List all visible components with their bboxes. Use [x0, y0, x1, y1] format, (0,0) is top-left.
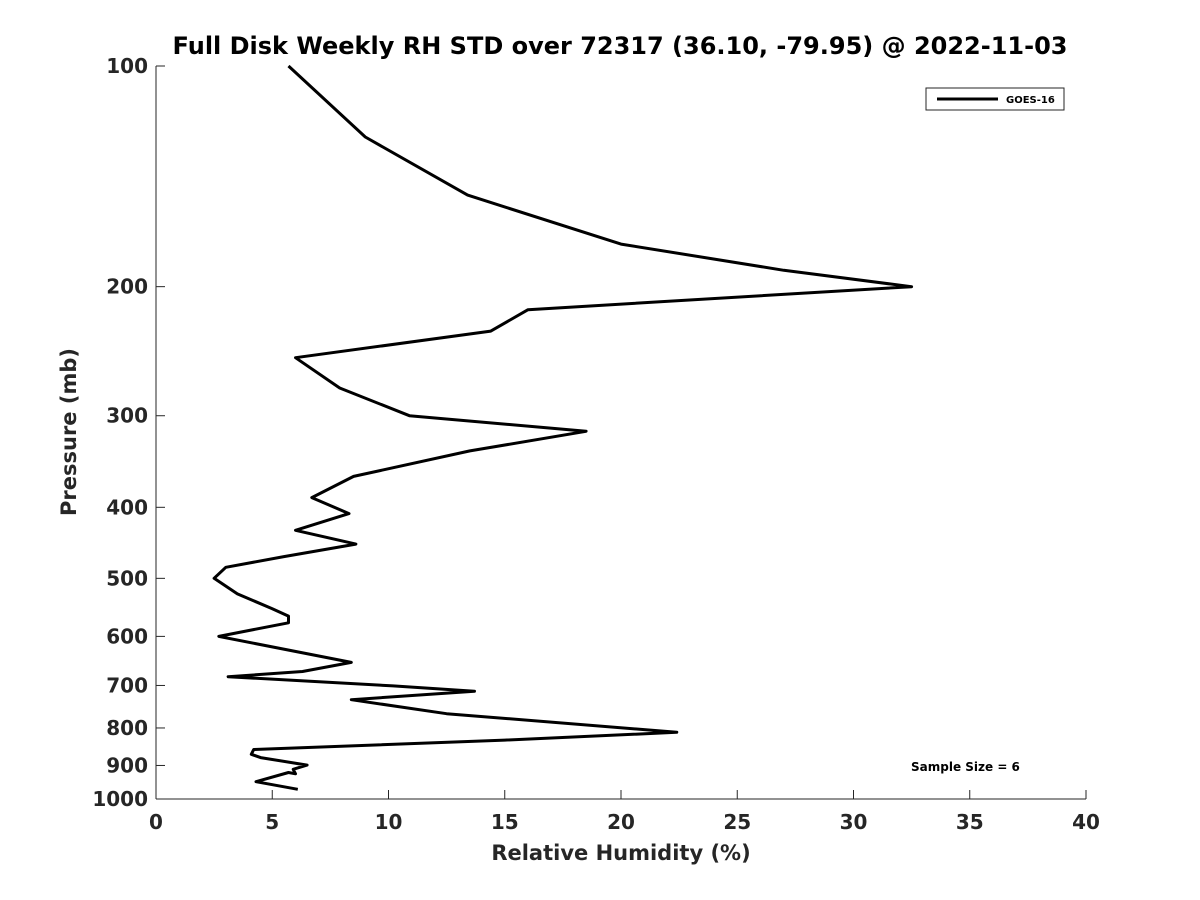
y-tick-label: 1000	[92, 787, 148, 811]
y-tick-label: 600	[106, 624, 148, 648]
series-layer	[212, 64, 914, 791]
y-tick-label: 700	[106, 673, 148, 697]
y-axis-label: Pressure (mb)	[57, 348, 81, 516]
x-axis-label: Relative Humidity (%)	[491, 841, 750, 865]
axes	[155, 66, 1086, 800]
x-tick-label: 35	[956, 810, 984, 834]
x-tick-label: 0	[149, 810, 163, 834]
legend: GOES-16	[925, 87, 1065, 111]
x-ticks: 0 5 10 15 20 25 30 35 40	[149, 790, 1100, 834]
x-tick-label: 30	[840, 810, 868, 834]
x-tick-label: 20	[607, 810, 635, 834]
y-ticks: 100 200 300 400 500 600 700 800 900 1000	[92, 54, 165, 811]
y-tick-label: 400	[106, 495, 148, 519]
x-tick-label: 15	[491, 810, 519, 834]
sample-size-annotation: Sample Size = 6	[911, 760, 1020, 774]
chart-title: Full Disk Weekly RH STD over 72317 (36.1…	[173, 32, 1068, 60]
y-tick-label: 900	[106, 753, 148, 777]
x-tick-label: 5	[265, 810, 279, 834]
y-tick-label: 500	[106, 566, 148, 590]
legend-label-goes-16: GOES-16	[1006, 95, 1055, 106]
series-line-goes-16	[212, 64, 914, 791]
x-tick-label: 10	[375, 810, 403, 834]
x-tick-label: 25	[723, 810, 751, 834]
y-tick-label: 300	[106, 404, 148, 428]
x-tick-label: 40	[1072, 810, 1100, 834]
y-tick-label: 100	[106, 54, 148, 78]
y-tick-label: 200	[106, 275, 148, 299]
y-tick-label: 800	[106, 716, 148, 740]
